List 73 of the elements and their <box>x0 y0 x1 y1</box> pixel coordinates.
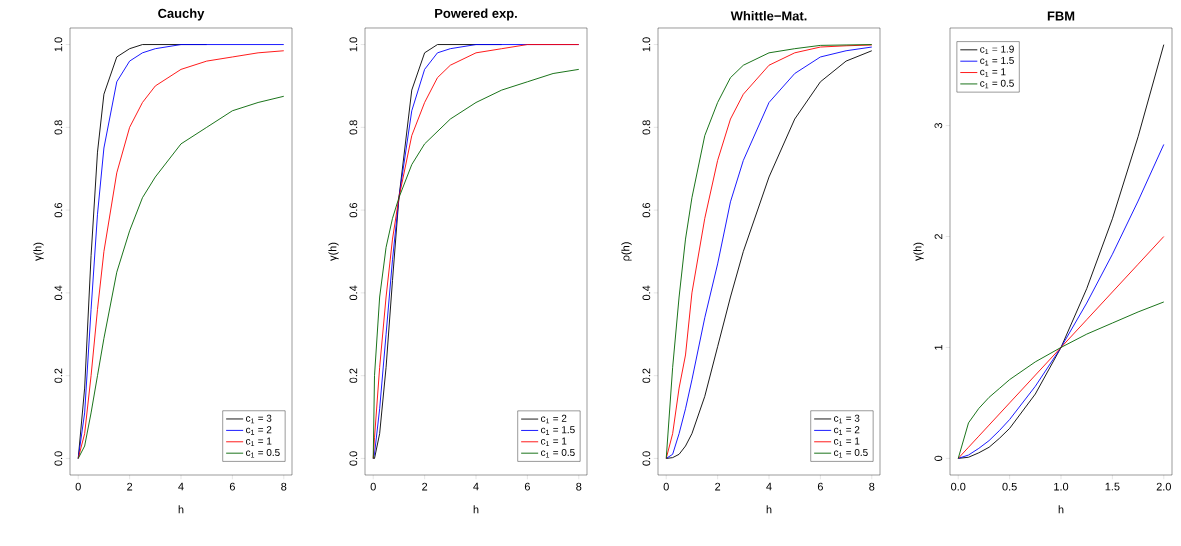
legend-label: c$_{1}$ = 3 <box>246 414 272 424</box>
x-axis-title: h <box>1058 505 1064 514</box>
x-tick-label: 2.0 <box>1156 482 1171 491</box>
legend-label: c$_{1}$ = 2 <box>541 414 567 424</box>
x-tick-label: 4 <box>178 482 184 491</box>
legend-label: c$_{1}$ = 1.5 <box>980 57 1014 66</box>
x-axis-title: h <box>178 505 184 514</box>
y-tick-label: 0.0 <box>349 451 358 466</box>
legend-label: c$_{1}$ = 2 <box>246 426 272 435</box>
chart-title: Cauchy <box>158 8 205 21</box>
y-axis-title: γ(h) <box>913 242 924 261</box>
x-tick-label: 4 <box>473 482 479 491</box>
x-tick-label: 0 <box>663 482 669 491</box>
y-tick-label: 1 <box>934 344 943 350</box>
y-tick-label: 0.8 <box>349 120 358 135</box>
y-tick-label: 0.2 <box>642 368 651 383</box>
x-tick-label: 6 <box>817 482 823 491</box>
y-tick-label: 0.8 <box>54 120 63 135</box>
y-tick-label: 0.6 <box>642 202 651 218</box>
x-tick-label: 2 <box>127 482 133 491</box>
x-tick-label: 4 <box>766 482 772 491</box>
y-tick-label: 0.2 <box>54 368 63 383</box>
y-tick-label: 3 <box>934 123 943 129</box>
legend-label: c$_{1}$ = 0.5 <box>834 448 868 458</box>
x-tick-label: 1.5 <box>1105 482 1120 491</box>
y-tick-label: 1.0 <box>349 37 358 52</box>
x-tick-label: 2 <box>715 482 721 491</box>
y-tick-label: 0.2 <box>349 368 358 383</box>
legend-label: c$_{1}$ = 1 <box>834 437 860 446</box>
legend-label: c$_{1}$ = 1 <box>541 437 567 446</box>
chart-title: Powered exp. <box>435 8 517 21</box>
x-tick-label: 6 <box>229 482 235 491</box>
x-tick-label: 0.5 <box>1002 482 1017 491</box>
legend-label: c$_{1}$ = 0.5 <box>541 448 575 458</box>
x-tick-label: 8 <box>576 482 582 491</box>
y-tick-label: 0.0 <box>54 451 63 466</box>
legend-label: c$_{1}$ = 0.5 <box>246 448 280 458</box>
x-axis-title: h <box>766 505 772 514</box>
x-tick-label: 6 <box>524 482 530 491</box>
y-tick-label: 0.6 <box>54 202 63 218</box>
x-axis-title: h <box>473 505 479 514</box>
y-tick-label: 0.4 <box>349 285 358 301</box>
chart-title: FBM <box>1047 11 1075 21</box>
y-tick-label: 0.8 <box>642 120 651 135</box>
y-axis-title: ρ(h) <box>621 242 632 261</box>
legend-label: c$_{1}$ = 2 <box>834 426 860 435</box>
x-tick-label: 8 <box>869 482 875 491</box>
legend-label: c$_{1}$ = 3 <box>834 414 860 424</box>
legend-label: c$_{1}$ = 1 <box>246 437 272 446</box>
x-tick-label: 1.0 <box>1054 482 1069 491</box>
line-series <box>957 44 1165 459</box>
legend-label: c$_{1}$ = 0.5 <box>980 79 1014 89</box>
y-tick-label: 0.4 <box>54 285 63 301</box>
legend-label: c$_{1}$ = 1 <box>980 68 1006 77</box>
y-tick-label: 0.0 <box>642 451 651 466</box>
legend-label: c$_{1}$ = 1.9 <box>980 45 1014 55</box>
x-tick-label: 2 <box>422 482 428 491</box>
legend-label: c$_{1}$ = 1.5 <box>541 426 575 435</box>
line-series <box>957 301 1165 459</box>
chart-title: Whittle−Mat. <box>730 10 807 21</box>
y-axis-title: γ(h) <box>33 242 44 261</box>
y-axis-title: γ(h) <box>328 242 339 261</box>
y-tick-label: 0 <box>934 455 943 461</box>
y-tick-label: 1.0 <box>54 37 63 52</box>
x-tick-label: 8 <box>281 482 287 491</box>
y-tick-label: 2 <box>934 234 943 240</box>
y-tick-label: 0.6 <box>349 202 358 218</box>
line-series <box>957 144 1165 459</box>
y-tick-label: 1.0 <box>642 37 651 52</box>
x-tick-label: 0 <box>75 482 81 491</box>
y-tick-label: 0.4 <box>642 285 651 301</box>
x-tick-label: 0.0 <box>951 482 966 491</box>
x-tick-label: 0 <box>370 482 376 491</box>
